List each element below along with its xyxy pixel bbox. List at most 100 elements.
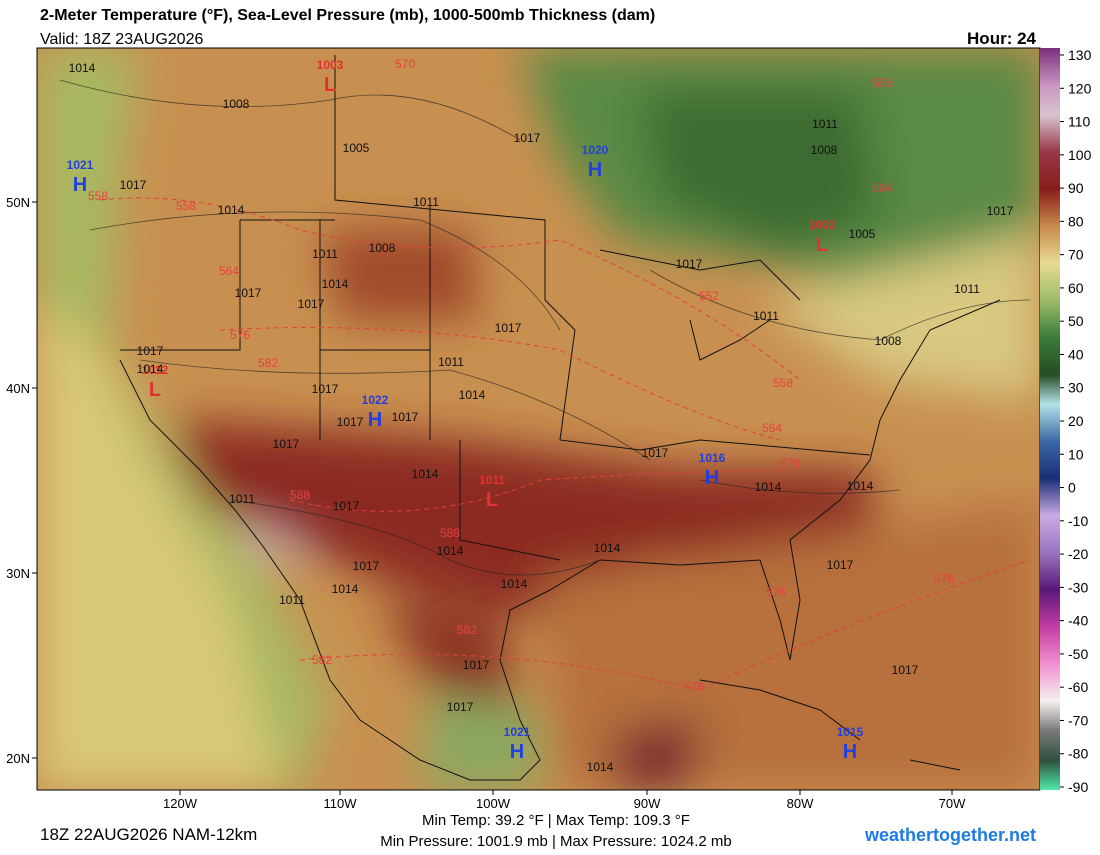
isobar-label: 1008 [811,143,838,157]
colorbar-label: -70 [1068,712,1088,728]
temp-stats: Min Temp: 39.2 °F | Max Temp: 109.3 °F [422,812,690,829]
isobar-label: 1011 [413,195,439,209]
thickness-label: 564 [872,181,892,195]
isobar-label: 1017 [642,446,669,460]
thickness-label: 570 [395,57,415,71]
isobar-label: 1017 [312,382,339,396]
colorbar-label: -50 [1068,646,1088,662]
isobar-label: 1017 [463,658,490,672]
center-pressure: 1020 [582,143,609,157]
thickness-label: 576 [934,572,954,586]
colorbar-label: -10 [1068,513,1088,529]
isobar-label: 1017 [298,297,325,311]
isobar-label: 1011 [312,247,338,261]
isobar-label: 1011 [229,492,255,506]
colorbar-label: 80 [1068,213,1084,229]
colorbar-label: 70 [1068,247,1084,263]
lat-label: 20N [6,751,30,766]
colorbar-label: 110 [1068,114,1091,130]
isobar-label: 1017 [892,663,919,677]
colorbar-label: -80 [1068,746,1088,762]
center-symbol: H [73,174,87,196]
isobar-label: 1014 [437,544,464,558]
thickness-label: 558 [873,76,893,90]
center-symbol: H [705,467,719,489]
lat-label: 50N [6,195,30,210]
isobar-label: 1017 [235,286,262,300]
isobar-label: 1014 [332,582,359,596]
site-link[interactable]: weathertogether.net [864,825,1036,845]
isobar-label: 1014 [847,479,874,493]
isobar-label: 1017 [827,558,854,572]
title: 2-Meter Temperature (°F), Sea-Level Pres… [40,7,655,24]
colorbar-label: -30 [1068,579,1088,595]
map-field [37,48,1040,790]
lon-label: 70W [939,796,966,811]
center-symbol: L [324,74,336,96]
isobar-label: 1005 [343,141,370,155]
isobar-label: 1014 [137,362,164,376]
colorbar-label: 20 [1068,413,1084,429]
isobar-label: 1014 [322,277,349,291]
isobar-label: 1014 [218,203,245,217]
colorbar-label: 10 [1068,446,1084,462]
thickness-label: 582 [312,653,332,667]
lon-label: 100W [476,796,511,811]
isobar-label: 1017 [392,410,419,424]
forecast-hour: Hour: 24 [967,29,1037,48]
center-symbol: L [486,489,498,511]
center-symbol: L [816,234,828,256]
isobar-label: 1017 [353,559,380,573]
isobar-label: 1008 [369,241,396,255]
center-pressure: 1015 [837,725,864,739]
center-pressure: 1003 [317,58,344,72]
isobar-label: 1011 [279,593,305,607]
colorbar-label: 90 [1068,180,1084,196]
isobar-label: 1014 [69,61,96,75]
colorbar-label: 30 [1068,380,1084,396]
center-pressure: 1021 [504,725,531,739]
colorbar-label: 40 [1068,346,1084,362]
center-symbol: L [149,379,161,401]
lat-label: 30N [6,566,30,581]
lon-label: 90W [634,796,661,811]
isobar-label: 1008 [223,97,250,111]
colorbar-label: 120 [1068,80,1092,96]
thickness-label: 576 [230,328,250,342]
center-symbol: H [510,741,524,763]
pressure-stats: Min Pressure: 1001.9 mb | Max Pressure: … [380,833,732,850]
center-pressure: 1012 [142,363,169,377]
isobar-label: 1014 [501,577,528,591]
thickness-label: 552 [699,289,719,303]
isobar-label: 1011 [753,309,779,323]
center-symbol: H [368,409,382,431]
isobar-label: 1017 [273,437,300,451]
colorbar-label: -20 [1068,546,1088,562]
thickness-label: 588 [290,488,310,502]
colorbar-label: 100 [1068,147,1092,163]
isobar-label: 1008 [875,334,902,348]
valid-time: Valid: 18Z 23AUG2026 [40,31,203,48]
center-pressure: 1002 [809,218,836,232]
center-pressure: 1011 [479,473,505,487]
isobar-label: 1014 [594,541,621,555]
isobar-label: 1014 [412,467,439,481]
isobar-label: 1017 [447,700,474,714]
colorbar-label: 0 [1068,480,1076,496]
isobar-label: 1017 [120,178,147,192]
colorbar-label: 60 [1068,280,1084,296]
isobar-label: 1014 [587,760,614,774]
lat-label: 40N [6,381,30,396]
center-symbol: H [588,159,602,181]
colorbar-label: 130 [1068,47,1092,63]
colorbar-label: 50 [1068,313,1084,329]
thickness-label: 576 [684,680,704,694]
isobar-label: 1017 [337,415,364,429]
center-symbol: H [843,741,857,763]
isobar-label: 1011 [438,355,464,369]
isobar-label: 1017 [137,344,164,358]
lon-label: 80W [787,796,814,811]
isobar-label: 1017 [333,499,360,513]
thickness-label: 570 [780,456,800,470]
isobar-label: 1017 [495,321,522,335]
